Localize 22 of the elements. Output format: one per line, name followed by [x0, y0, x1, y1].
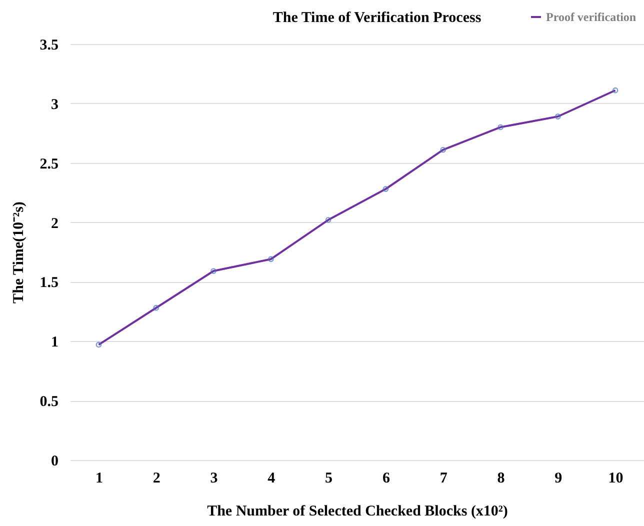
y-tick-label: 0 — [51, 454, 58, 470]
x-tick-label: 3 — [210, 470, 218, 486]
x-tick-label: 10 — [608, 470, 624, 486]
x-tick-label: 4 — [268, 470, 276, 486]
y-tick-label: 1.5 — [40, 275, 58, 292]
x-tick-label: 5 — [325, 470, 333, 486]
y-tick-label: 1 — [51, 334, 58, 351]
x-tick-label: 7 — [440, 470, 448, 486]
chart-title: The Time of Verification Process — [272, 10, 482, 26]
legend-label: Proof verification — [546, 10, 636, 24]
x-tick-label: 8 — [497, 470, 505, 486]
x-tick-label: 6 — [382, 470, 390, 486]
y-tick-label: 3 — [51, 96, 58, 113]
y-tick-label: 2.5 — [40, 156, 58, 172]
y-axis-title: The Time(10⁻²s) — [10, 202, 27, 304]
x-tick-label: 1 — [95, 470, 103, 486]
x-tick-label: 9 — [554, 470, 562, 486]
y-tick-label: 3.5 — [40, 38, 58, 54]
y-tick-label: 0.5 — [40, 394, 58, 410]
x-tick-label: 2 — [152, 470, 160, 486]
y-tick-label: 2 — [51, 216, 58, 232]
x-axis-title: The Number of Selected Checked Blocks (x10²) — [207, 504, 508, 520]
